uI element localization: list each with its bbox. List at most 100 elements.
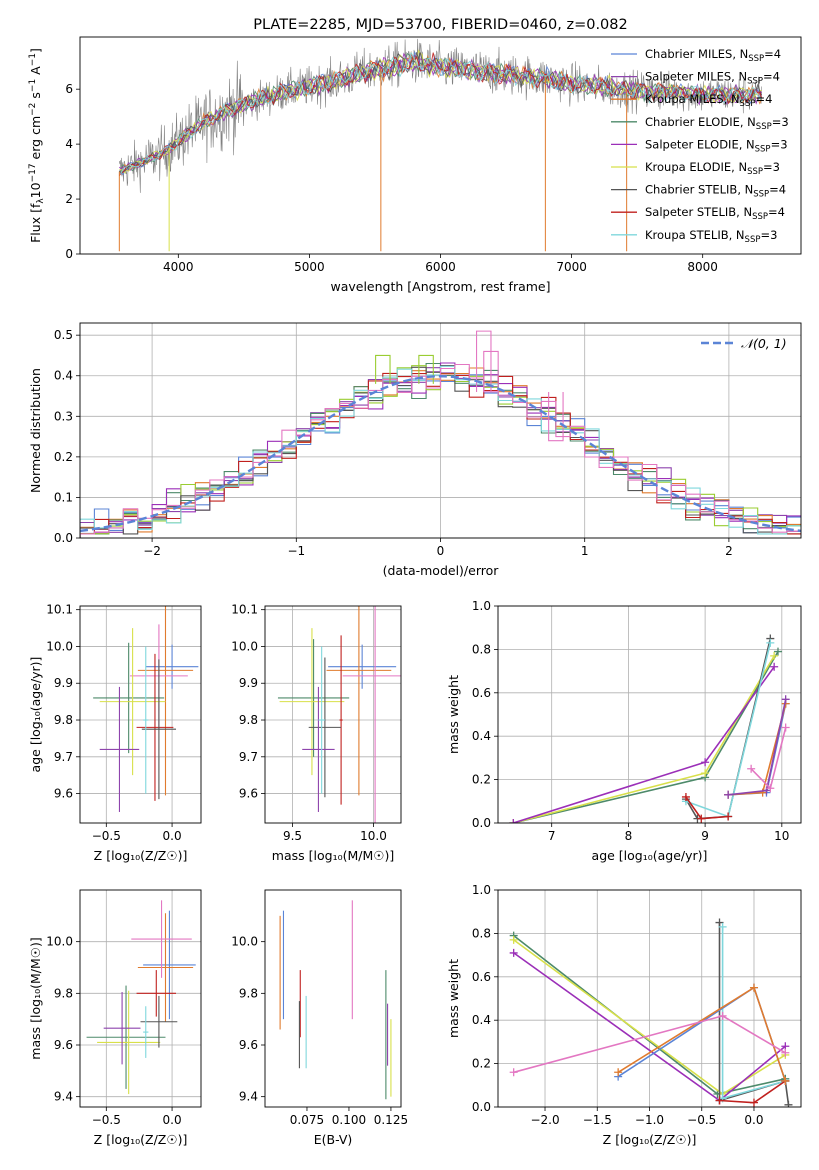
x-tick-label: −0.5	[92, 1113, 121, 1127]
legend-sub: SSP	[748, 54, 764, 64]
legend-name: Salpeter STELIB, N	[645, 205, 752, 219]
weight-marker	[718, 1011, 727, 1020]
y-label-part: λ	[36, 198, 46, 204]
y-tick-label: 6	[65, 82, 73, 96]
model-spectrum-stelib_salpeter	[118, 52, 763, 177]
histogram-pink	[80, 363, 801, 538]
normal-curve	[80, 374, 801, 533]
y-tick-label: 0.2	[472, 773, 491, 787]
panel-spectrum: 4000 5000 6000 7000 8000 0 2 4 6 wavelength [Angs…	[28, 17, 802, 294]
y-tick-label: 1.0	[472, 883, 491, 897]
y-axis-label: Flux [fλ10−17 erg cm−2 s−1 A−1]	[28, 48, 46, 243]
x-tick-label: −2.0	[530, 1113, 559, 1127]
legend-name: Kroupa STELIB, N	[645, 228, 745, 242]
weight-marker	[509, 1068, 518, 1077]
x-tick-label: 8	[625, 829, 633, 843]
x-tick-label: 4000	[163, 260, 194, 274]
legend-tail: =4	[764, 47, 781, 61]
weight-marker	[509, 819, 518, 823]
x-tick-label: −2	[143, 544, 161, 558]
y-tick-label: 9.9	[239, 676, 258, 690]
weight-marker	[747, 764, 756, 773]
y-tick-label: 9.6	[239, 787, 258, 801]
legend-tail: =3	[771, 137, 788, 151]
plot-area	[118, 38, 763, 252]
y-label-part: Flux [f	[28, 203, 43, 243]
axes-frame	[79, 605, 202, 824]
y-label-part: −1	[28, 79, 38, 92]
legend-sub: SSP	[745, 235, 761, 245]
legend-tail: =4	[763, 70, 780, 84]
weight-marker	[770, 662, 779, 671]
plot-area	[279, 900, 392, 1100]
model-spectrum-stelib_kroupa	[119, 51, 762, 174]
legend-sub: SSP	[756, 122, 772, 132]
y-tick-label: 9.6	[239, 1038, 258, 1052]
y-tick-label: 9.7	[239, 750, 258, 764]
y-axis-label: mass weight	[446, 675, 461, 754]
weight-marker	[718, 922, 727, 931]
y-label-part: −1	[28, 53, 38, 66]
legend-entry: Kroupa ELODIE, NSSP=3	[645, 160, 780, 177]
y-tick-label: 10.1	[231, 603, 258, 617]
y-tick-label: 10.0	[231, 639, 258, 653]
histogram-spike	[418, 354, 434, 384]
y-tick-label: 9.8	[239, 713, 258, 727]
legend-name: Kroupa ELODIE, N	[645, 160, 747, 174]
axes-frame	[497, 605, 802, 824]
legend-entry: Kroupa STELIB, NSSP=3	[645, 228, 777, 245]
legend-tail: =3	[760, 228, 777, 242]
y-label-part: −2	[28, 103, 38, 116]
panel-residuals: −2 −1 0 1 2 0.0 0.1 0.2 0.3 0.4 0.5 (data-model)/er…	[28, 322, 802, 578]
weight-marker	[701, 769, 710, 778]
legend-tail: =3	[763, 160, 780, 174]
y-tick-label: 0.8	[472, 926, 491, 940]
x-tick-label: 7000	[556, 260, 587, 274]
y-tick-label: 0.0	[54, 531, 73, 545]
legend-entry: Kroupa MILES, NSSP=4	[645, 92, 772, 109]
x-tick-label: 5000	[294, 260, 325, 274]
legend-tail: =4	[769, 183, 786, 197]
axes-frame	[264, 605, 402, 824]
y-tick-label: 9.4	[239, 1090, 258, 1104]
y-tick-label: 0	[65, 247, 73, 261]
legend-sub: SSP	[747, 77, 763, 87]
weight-marker	[724, 790, 733, 799]
plot-area	[93, 606, 199, 812]
plot-area	[80, 330, 801, 538]
histogram-spike	[483, 350, 499, 392]
y-tick-label: 9.8	[239, 986, 258, 1000]
y-tick-label: 9.8	[54, 713, 73, 727]
weight-marker	[770, 651, 779, 660]
y-tick-label: 10.0	[46, 935, 73, 949]
axes-frame	[264, 889, 402, 1108]
y-tick-label: 9.6	[54, 787, 73, 801]
weight-marker	[749, 983, 758, 992]
y-label-part: erg cm	[28, 116, 43, 164]
y-tick-label: 9.9	[54, 676, 73, 690]
x-tick-label: 1	[581, 544, 589, 558]
x-axis-label: wavelength [Angstrom, rest frame]	[330, 279, 550, 294]
histogram-spike	[375, 354, 391, 384]
weight-marker	[766, 784, 775, 793]
x-tick-label: 7	[548, 829, 556, 843]
legend-sub: SSP	[740, 99, 756, 109]
x-tick-label: 0	[437, 544, 445, 558]
y-label-part: −17	[28, 163, 38, 182]
y-label-part: 10	[28, 182, 43, 198]
weight-marker	[784, 1100, 793, 1107]
y-tick-label: 10.1	[46, 603, 73, 617]
x-axis-label: (data-model)/error	[383, 563, 500, 578]
y-tick-label: 9.4	[54, 1090, 73, 1104]
x-tick-label: −1	[287, 544, 305, 558]
y-label-part: s	[28, 92, 43, 103]
histogram-lightgreen	[80, 365, 801, 538]
weight-marker	[781, 1076, 790, 1085]
legend-sub: SSP	[752, 212, 768, 222]
legend-sub: SSP	[747, 167, 763, 177]
x-tick-label: 0.0	[163, 829, 182, 843]
y-tick-label: 1.0	[472, 599, 491, 613]
x-tick-label: −0.5	[687, 1113, 716, 1127]
model-spectrum-elodie_chabrier	[119, 52, 763, 172]
weight-marker	[509, 935, 518, 944]
